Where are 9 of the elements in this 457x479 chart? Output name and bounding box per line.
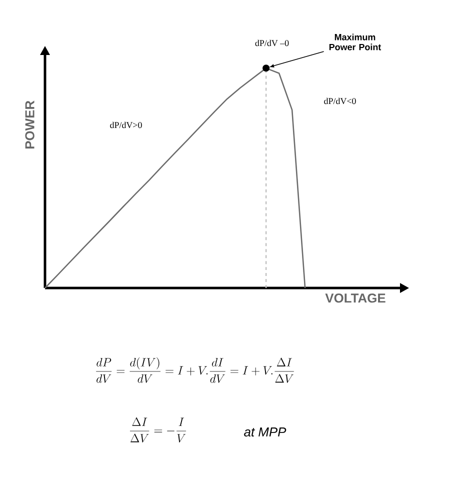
text: $\frac{dP}{dV}=\frac{d(IV)}{dV}=I+V.\frac{dI}{dV}=I+V.\frac{\Delta I}{\Delta V}$	[96, 357, 294, 383]
annotation: dP/dV<0	[324, 98, 356, 104]
y-axis-title: POWER	[25, 100, 34, 148]
text: Maximum Power Point	[329, 34, 382, 50]
text: at MPP	[244, 427, 286, 437]
text: $\frac{\Delta I}{\Delta V}=-\frac{I}{V}$	[130, 417, 186, 442]
text: dP/dV –0	[255, 40, 289, 46]
annotation: dP/dV>0	[110, 122, 142, 128]
x-axis-title: VOLTAGE	[325, 294, 386, 303]
